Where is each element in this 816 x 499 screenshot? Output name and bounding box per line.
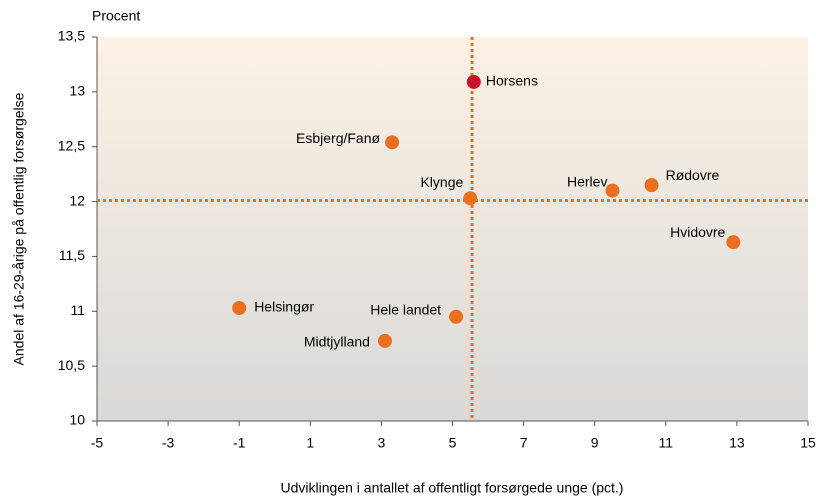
- point: [385, 135, 400, 150]
- x-tick-label: -1: [233, 435, 246, 451]
- y-tick-label: 10,5: [58, 357, 85, 373]
- x-tick-label: -5: [91, 435, 104, 451]
- point: [449, 309, 464, 324]
- y-tick-label: 12,5: [58, 137, 85, 153]
- x-tick-label: 13: [729, 435, 745, 451]
- point-label: Herlev: [567, 173, 607, 189]
- point-label: Helsingør: [254, 299, 314, 315]
- x-tick-label: 1: [306, 435, 314, 451]
- point: [377, 333, 392, 348]
- point-label: Rødovre: [666, 167, 720, 183]
- y-tick-label: 11,5: [59, 247, 85, 263]
- point: [466, 74, 481, 89]
- x-tick-label: 15: [800, 435, 816, 451]
- point-label: Horsens: [486, 73, 538, 89]
- y-tick-label: 10: [69, 412, 85, 428]
- point: [644, 178, 659, 193]
- point: [232, 300, 247, 315]
- x-axis-label: Udviklingen i antallet af offentligt for…: [281, 480, 624, 496]
- x-tick-label: 7: [520, 435, 528, 451]
- x-tick-label: -3: [162, 435, 175, 451]
- point: [605, 183, 620, 198]
- x-tick-label: 9: [591, 435, 599, 451]
- point-label: Esbjerg/Fanø: [296, 130, 380, 146]
- point-label: Klynge: [420, 174, 463, 190]
- y-tick-label: 12: [69, 192, 85, 208]
- x-tick-label: 11: [659, 435, 674, 451]
- point-label: Hvidovre: [670, 224, 725, 240]
- plot-area: [97, 37, 808, 421]
- point: [463, 191, 478, 206]
- point: [726, 235, 741, 250]
- x-tick-label: 5: [449, 435, 457, 451]
- y-tick-label: 13,5: [58, 28, 85, 44]
- unit-label: Procent: [92, 8, 140, 24]
- y-tick-label: 11: [70, 302, 85, 318]
- x-tick-label: 3: [378, 435, 386, 451]
- point-label: Hele landet: [370, 301, 441, 317]
- point-label: Midtjylland: [304, 334, 370, 350]
- y-axis-label: Andel af 16-29-årige på offentlig forsør…: [11, 92, 27, 365]
- y-tick-label: 13: [69, 83, 85, 99]
